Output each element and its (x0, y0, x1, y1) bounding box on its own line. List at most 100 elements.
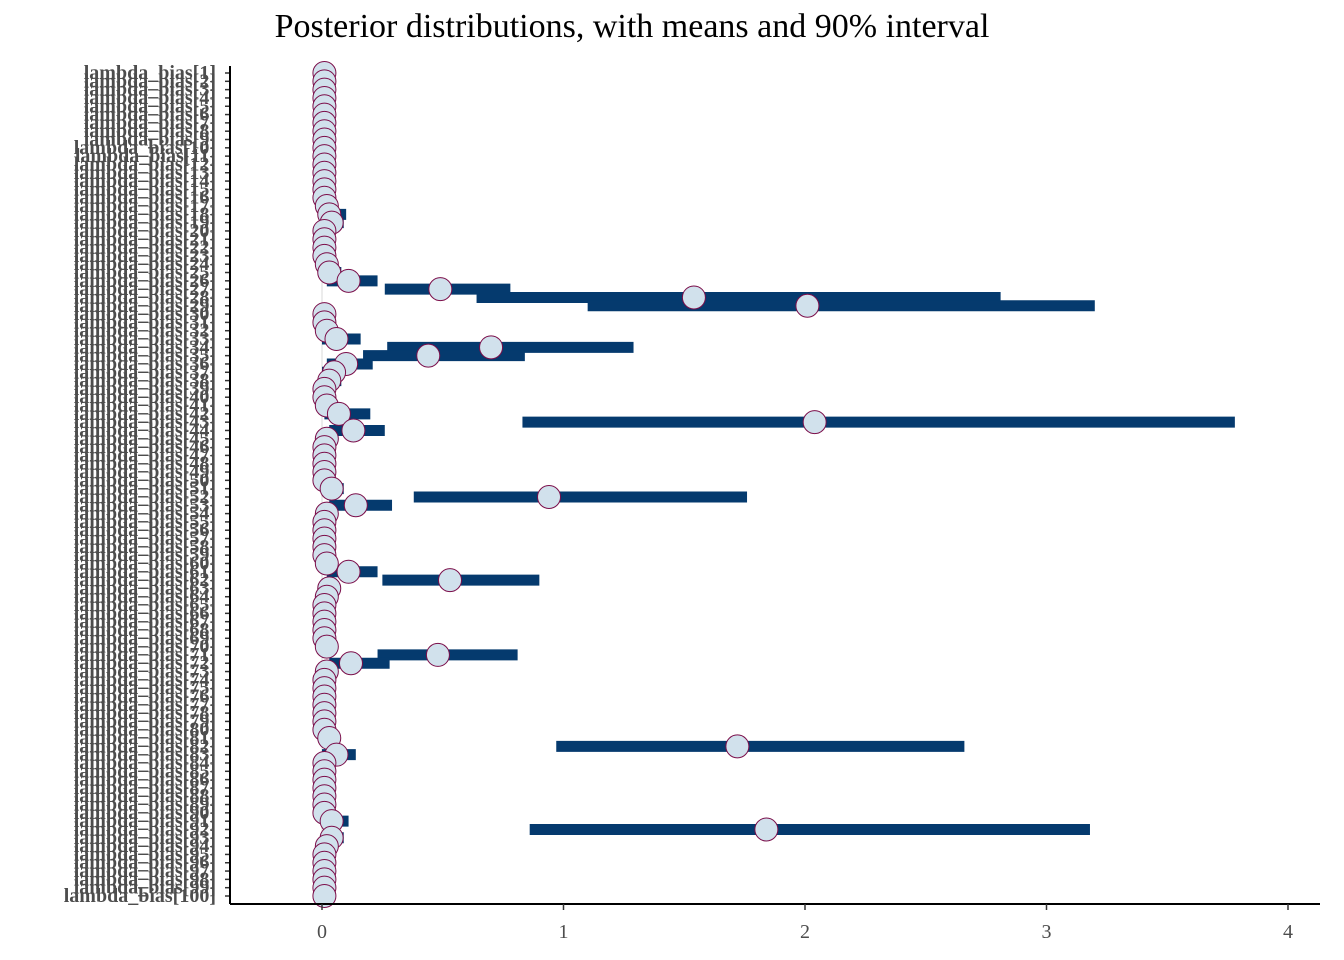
y-tick-label: lambda_bias[3] (84, 79, 216, 101)
mean-point (416, 343, 441, 368)
y-tick-label: lambda_bias[32] (74, 320, 216, 342)
y-tick-label: lambda_bias[51] (74, 478, 216, 500)
x-tick-label: 2 (800, 921, 810, 943)
y-tick-label: lambda_bias[97] (74, 860, 216, 882)
y-tick-label: lambda_bias[23] (74, 245, 216, 267)
mean-point (754, 817, 779, 842)
y-tick-label: lambda_bias[96] (74, 852, 216, 874)
y-tick-label: lambda_bias[43] (74, 411, 216, 433)
y-tick-label: lambda_bias[35] (74, 345, 216, 367)
y-tick-label: lambda_bias[4] (84, 87, 216, 109)
y-tick-label: lambda_bias[58] (74, 536, 216, 558)
y-tick-label: lambda_bias[74] (74, 669, 216, 691)
y-tick-label: lambda_bias[10] (74, 137, 216, 159)
y-tick-label: lambda_bias[54] (74, 503, 216, 525)
y-tick-label: lambda_bias[6] (84, 104, 216, 126)
y-tick-label: lambda_bias[56] (74, 519, 216, 541)
mean-point (319, 476, 344, 501)
y-tick-label: lambda_bias[90] (74, 802, 216, 824)
y-tick-label: lambda_bias[21] (74, 228, 216, 250)
mean-point (795, 293, 820, 318)
y-tick-label: lambda_bias[65] (74, 594, 216, 616)
y-tick-label: lambda_bias[61] (74, 561, 216, 583)
mean-point (314, 551, 339, 576)
y-tick-label: lambda_bias[86] (74, 769, 216, 791)
y-tick-label: lambda_bias[62] (74, 569, 216, 591)
y-tick-label: lambda_bias[71] (74, 644, 216, 666)
y-tick-label: lambda_bias[91] (74, 810, 216, 832)
y-tick-label: lambda_bias[53] (74, 494, 216, 516)
y-tick-label: lambda_bias[24] (74, 253, 216, 275)
y-tick-label: lambda_bias[73] (74, 661, 216, 683)
x-tick-label: 0 (317, 921, 327, 943)
y-tick-label: lambda_bias[22] (74, 237, 216, 259)
y-tick-label: lambda_bias[27] (74, 278, 216, 300)
x-tick-label: 1 (559, 921, 569, 943)
axes (225, 66, 1320, 910)
mean-point (341, 418, 366, 443)
y-tick-label: lambda_bias[46] (74, 436, 216, 458)
y-tick-label: lambda_bias[83] (74, 744, 216, 766)
y-tick-label: lambda_bias[57] (74, 528, 216, 550)
y-tick-label: lambda_bias[7] (84, 112, 216, 134)
y-tick-label: lambda_bias[98] (74, 868, 216, 890)
y-tick-label: lambda_bias[67] (74, 611, 216, 633)
mean-point (802, 410, 827, 435)
y-tick-label: lambda_bias[28] (74, 286, 216, 308)
y-tick-label: lambda_bias[25] (74, 262, 216, 284)
y-tick-label: lambda_bias[45] (74, 428, 216, 450)
y-tick-label: lambda_bias[78] (74, 702, 216, 724)
y-tick-label: lambda_bias[33] (74, 328, 216, 350)
y-tick-label: lambda_bias[47] (74, 444, 216, 466)
mean-point (681, 285, 706, 310)
y-tick-label: lambda_bias[80] (74, 719, 216, 741)
y-tick-label: lambda_bias[14] (74, 170, 216, 192)
y-tick-label: lambda_bias[89] (74, 794, 216, 816)
y-tick-label: lambda_bias[64] (74, 586, 216, 608)
x-tick-label: 4 (1283, 921, 1293, 943)
y-tick-label: lambda_bias[52] (74, 486, 216, 508)
y-tick-label: lambda_bias[38] (74, 370, 216, 392)
mean-point (312, 884, 337, 908)
y-tick-label: lambda_bias[76] (74, 685, 216, 707)
x-tick-label: 3 (1042, 921, 1052, 943)
y-tick-label: lambda_bias[77] (74, 694, 216, 716)
y-tick-label: lambda_bias[75] (74, 677, 216, 699)
mean-point (343, 493, 368, 518)
x-tick-labels: 0 1 2 3 4 (317, 921, 1293, 943)
y-tick-label: lambda_bias[2] (84, 70, 216, 92)
y-tick-label: lambda_bias[13] (74, 162, 216, 184)
y-tick-label: lambda_bias[34] (74, 336, 216, 358)
y-tick-label: lambda_bias[49] (74, 461, 216, 483)
y-tick-label: lambda_bias[42] (74, 403, 216, 425)
mean-point (428, 277, 453, 302)
y-tick-label: lambda_bias[37] (74, 361, 216, 383)
y-tick-label: lambda_bias[66] (74, 602, 216, 624)
y-tick-label: lambda_bias[69] (74, 627, 216, 649)
y-tick-label: lambda_bias[26] (74, 270, 216, 292)
y-tick-label: lambda_bias[36] (74, 353, 216, 375)
y-tick-label: lambda_bias[50] (74, 469, 216, 491)
y-tick-label: lambda_bias[94] (74, 835, 216, 857)
mean-point (479, 335, 504, 360)
mean-point (336, 268, 361, 293)
y-tick-label: lambda_bias[17] (74, 195, 216, 217)
y-tick-label: lambda_bias[70] (74, 636, 216, 658)
y-tick-label: lambda_bias[18] (74, 203, 216, 225)
y-tick-label: lambda_bias[87] (74, 777, 216, 799)
y-tick-label: lambda_bias[1] (84, 62, 216, 84)
y-tick-label: lambda_bias[95] (74, 843, 216, 865)
y-tick-label: lambda_bias[19] (74, 212, 216, 234)
y-tick-label: lambda_bias[16] (74, 187, 216, 209)
y-tick-labels: lambda_bias[1]lambda_bias[2]lambda_bias[… (64, 62, 216, 907)
mean-point (314, 634, 339, 659)
mean-point (537, 484, 562, 509)
y-tick-label: lambda_bias[68] (74, 619, 216, 641)
y-tick-label: lambda_bias[9] (84, 129, 216, 151)
y-tick-label: lambda_bias[20] (74, 220, 216, 242)
y-tick-label: lambda_bias[15] (74, 178, 216, 200)
mean-point (336, 559, 361, 584)
y-tick-label: lambda_bias[79] (74, 710, 216, 732)
y-tick-label: lambda_bias[5] (84, 95, 216, 117)
